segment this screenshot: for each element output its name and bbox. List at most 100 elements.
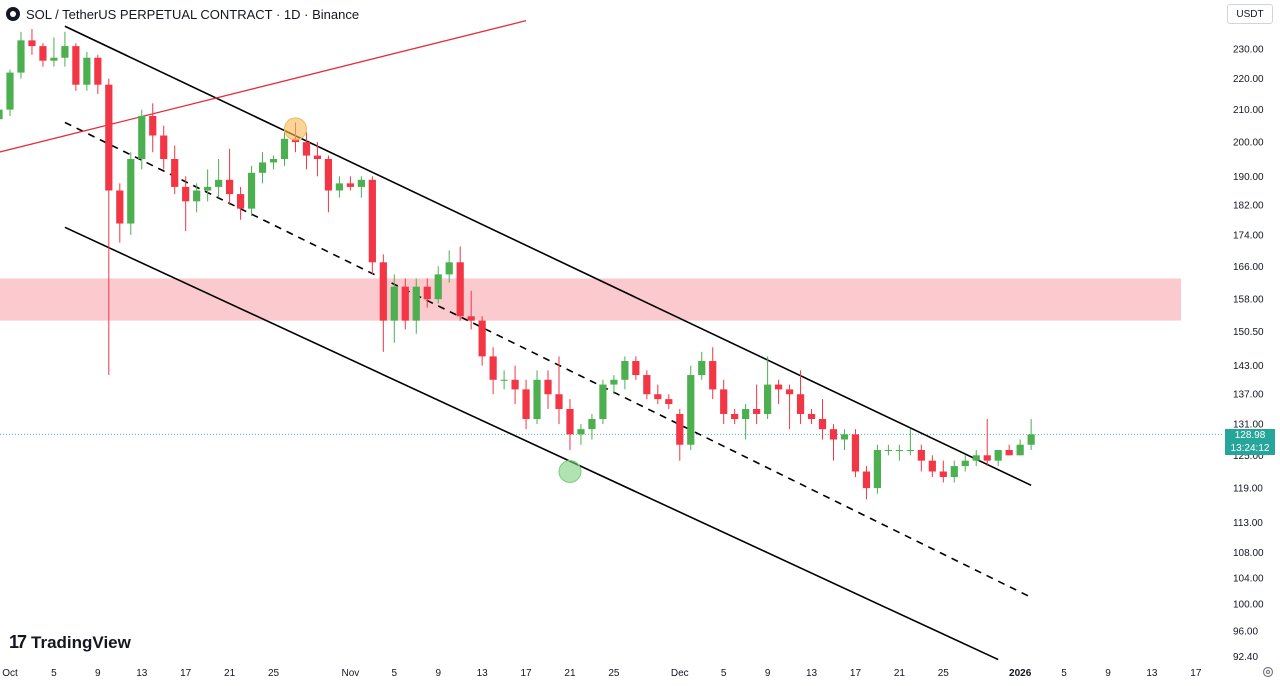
y-tick-label: 174.00 [1233,230,1264,241]
x-tick-label: Dec [671,668,689,679]
candle-body [533,379,541,420]
candle-body [116,190,124,224]
y-tick-label: 125.00 [1233,451,1264,462]
candle-body [709,361,717,390]
candle-body [840,434,849,440]
currency-selector-button[interactable]: USDT [1227,4,1273,24]
candle-body [423,286,431,300]
candle-body [204,186,212,191]
candle-body [698,361,706,376]
candle-body [434,274,442,300]
candle-body [862,471,871,489]
y-tick-label: 158.00 [1233,295,1264,306]
x-tick-label: 5 [1061,668,1067,679]
settings-gear-icon[interactable] [1262,666,1274,678]
x-tick-label: 9 [95,668,101,679]
candle-body [588,419,596,430]
low-marker [558,459,582,483]
candle-body [1005,450,1013,456]
candle-body [269,158,278,163]
candle-body [17,40,25,73]
candle-body [895,450,903,452]
candle-body [917,450,925,461]
upper-channel-line [64,25,1032,487]
y-tick-label: 220.00 [1233,74,1264,85]
y-tick-label: 92.40 [1233,652,1258,663]
candle-body [324,158,333,191]
candle-body [193,190,201,202]
candle-body [467,316,475,321]
candle-body [182,186,190,202]
candle-countdown-badge: 13:24:12 [1225,442,1275,455]
candle-body [313,155,322,159]
tradingview-logo-icon: 17 [9,632,27,652]
candle-body [818,419,827,430]
candle-body [511,379,519,390]
x-tick-label: 21 [564,668,576,679]
y-tick-label: 100.00 [1233,600,1264,611]
candle-body [676,413,684,445]
candle-body [50,57,58,61]
candle-body [654,394,662,400]
candle-body [0,109,3,120]
candle-body [720,389,728,414]
candle-body [610,379,618,385]
x-tick-label: 13 [806,668,818,679]
candle-body [368,179,376,263]
candle-body [796,394,805,414]
candle-body [687,375,695,445]
y-tick-label: 230.00 [1233,45,1264,56]
candle-body [83,57,91,85]
candle-body [390,286,398,321]
candle-body [522,389,530,420]
candle-body [643,375,651,395]
candle-body [412,286,420,321]
lower-channel-line [64,226,999,661]
candle-body [983,455,991,461]
y-tick-label: 104.00 [1233,573,1264,584]
candle-body [939,471,947,477]
candle-body [401,286,409,321]
x-tick-label: 25 [268,668,280,679]
candle-body [753,408,761,414]
candle-body [873,450,882,489]
resistance-zone [0,278,1181,321]
candle-body [829,429,838,440]
candle-body [39,46,47,61]
candle-body [950,466,958,477]
tradingview-logo[interactable]: 17 TradingView [9,632,131,653]
candle-body [149,115,157,136]
tradingview-logo-text: TradingView [31,632,131,652]
candle-body [247,172,256,209]
candle-body [785,389,794,395]
x-tick-label: 9 [765,668,771,679]
candle-body [456,262,464,317]
candle-body [379,262,387,321]
candle-body [226,179,234,195]
candle-body [961,460,969,467]
x-tick-label: 5 [51,668,57,679]
x-tick-label: 13 [136,668,148,679]
candle-body [764,384,772,414]
x-tick-label: 17 [180,668,192,679]
candle-body [291,138,300,143]
y-tick-label: 96.00 [1233,627,1258,638]
candle-body [357,179,365,187]
red-trendline-line [0,20,527,153]
candle-body [731,413,739,420]
candle-body [280,138,289,159]
x-tick-label: 17 [520,668,532,679]
candle-body [94,57,102,85]
candle-body [335,183,343,191]
candle-body [445,262,453,275]
chart-header: SOL / TetherUS PERPETUAL CONTRACT · 1D ·… [6,5,359,23]
candle-body [775,384,783,390]
candle-body [500,379,508,381]
x-tick-label: Nov [341,668,359,679]
candle-body [171,158,179,187]
x-tick-label: 17 [850,668,862,679]
last-price-badge: 128.98 [1225,429,1275,442]
candle-body [6,72,14,110]
